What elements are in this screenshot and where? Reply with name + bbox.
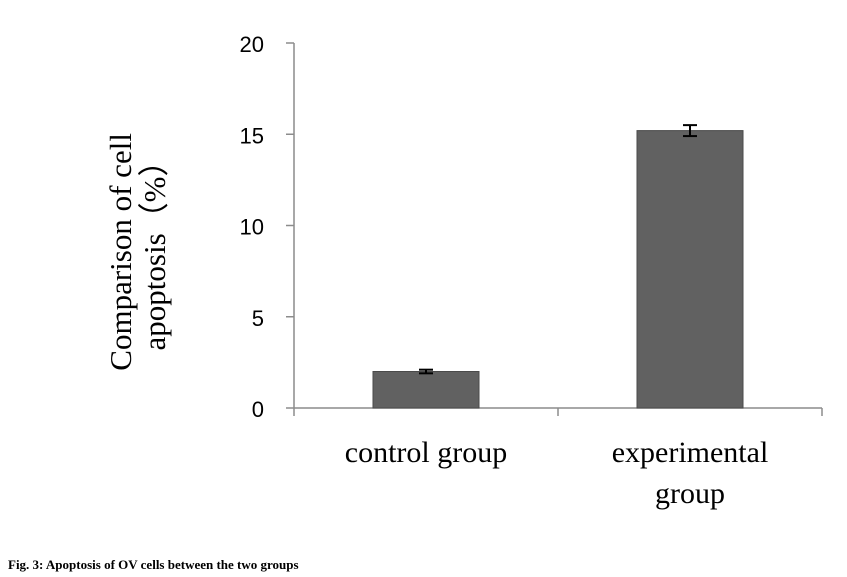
x-axis	[293, 407, 823, 416]
y-tick-label: 0	[252, 397, 264, 422]
error-bar	[683, 124, 697, 138]
x-category-label: experimental group	[612, 436, 769, 510]
x-category-label-line: experimental	[612, 436, 769, 469]
y-axis: 0 5 10 15 20	[240, 32, 295, 422]
figure-caption: Fig. 3: Apoptosis of OV cells between th…	[8, 557, 299, 572]
y-tick-label: 5	[252, 306, 264, 331]
y-tick-label: 20	[240, 32, 264, 57]
bar	[372, 371, 480, 409]
y-axis-label: Comparison of cell apoptosis（%）	[103, 125, 172, 370]
y-tick-label: 10	[240, 215, 264, 240]
category-labels: control group experimental group	[345, 436, 769, 510]
bars	[372, 124, 744, 409]
x-category-label: control group	[345, 436, 507, 469]
bar	[636, 130, 744, 409]
error-bar	[419, 368, 433, 375]
y-axis-label-line-1: Comparison of cell	[103, 133, 138, 371]
x-category-label-line: group	[655, 477, 725, 510]
y-axis-label-line-2: apoptosis（%）	[137, 146, 172, 351]
y-tick-label: 15	[240, 123, 264, 148]
x-category-label-line: control group	[345, 436, 507, 469]
